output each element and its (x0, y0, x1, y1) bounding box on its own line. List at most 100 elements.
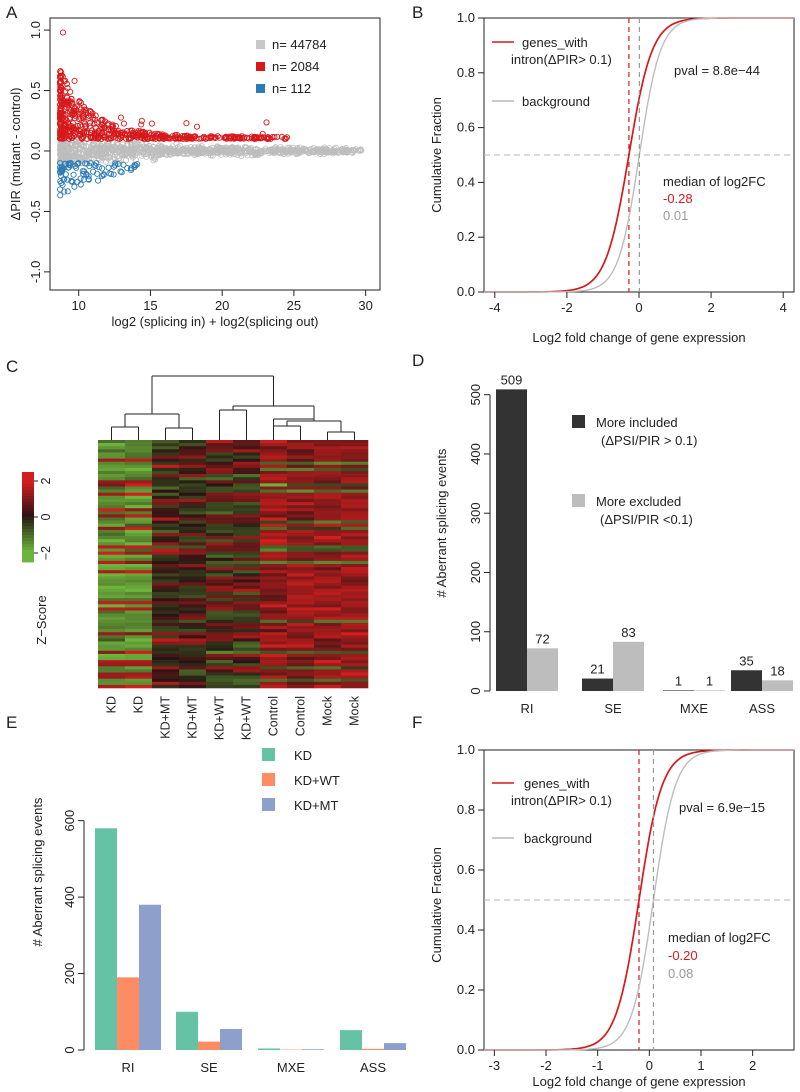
red-point (117, 114, 124, 121)
red-point (261, 134, 268, 141)
heatmap-cell (341, 520, 369, 524)
panel-label-c: C (6, 357, 18, 376)
heatmap-cell (98, 576, 126, 580)
heatmap-cell (314, 498, 342, 503)
heatmap-cell (341, 548, 369, 552)
red-point (86, 123, 93, 130)
heatmap-cell (233, 616, 261, 621)
heatmap-cell (206, 601, 234, 605)
heatmap-cell (179, 498, 207, 503)
heatmap-cell (152, 591, 180, 596)
heatmap-cell (179, 672, 207, 676)
heatmap-cell (125, 650, 153, 655)
heatmap-cell (125, 458, 153, 462)
y-tick-label: 400 (62, 886, 77, 908)
red-point (159, 133, 166, 140)
heatmap-cell (98, 557, 126, 562)
blue-point (128, 165, 135, 172)
heatmap-cell (206, 684, 234, 689)
heatmap-cell (179, 529, 207, 534)
heatmap-cell (179, 557, 207, 562)
blue-point (86, 163, 93, 170)
heatmap-cell (98, 601, 126, 605)
heatmap-cell (233, 511, 261, 515)
heatmap-cell (287, 579, 315, 583)
heatmap-cell (233, 622, 261, 627)
heatmap-cell (125, 455, 153, 459)
heatmap-cell (341, 635, 369, 639)
heatmap-cell (98, 641, 126, 645)
heatmap-cell (152, 641, 180, 645)
heatmap-cell (152, 579, 180, 583)
gray-point (76, 149, 83, 156)
heatmap-cell (152, 663, 180, 667)
heatmap-cell (125, 505, 153, 509)
heatmap-cell (260, 548, 288, 552)
gray-point (297, 148, 304, 155)
gray-point (282, 149, 289, 156)
heatmap-cell (206, 539, 234, 543)
heatmap-cell (233, 576, 261, 580)
heatmap-cell (152, 495, 180, 500)
heatmap-cell (152, 598, 180, 602)
red-point (59, 29, 66, 36)
gray-point (319, 147, 326, 154)
gray-point (227, 147, 234, 154)
a-x-tick-label: 30 (358, 298, 372, 313)
heatmap-cell (341, 529, 369, 534)
colorbar-segment (22, 535, 34, 539)
category-label: ASS (749, 701, 775, 716)
heatmap-cell (233, 545, 261, 549)
heatmap-cell (260, 440, 288, 444)
panel-f-ticks: -3 -2 -1 0 1 2 0.0 0.2 0.4 0.6 0.8 1.0 (457, 742, 756, 1073)
gray-point (159, 146, 166, 153)
heatmap-cell (314, 536, 342, 540)
heatmap-cell (314, 635, 342, 639)
red-point (258, 133, 265, 140)
gray-point (72, 151, 79, 158)
legend-swatch-gray (256, 40, 265, 49)
heatmap-cell (98, 458, 126, 462)
red-point (57, 118, 64, 126)
heatmap-cell (206, 576, 234, 580)
heatmap-cell (260, 455, 288, 459)
heatmap-cell (206, 548, 234, 552)
red-point (264, 135, 271, 142)
heatmap-cell (260, 616, 288, 621)
heatmap-cell (98, 588, 126, 593)
heatmap-cell (233, 517, 261, 521)
heatmap-cell (233, 464, 261, 469)
red-point (118, 134, 125, 141)
heatmap-cell (233, 480, 261, 484)
heatmap-cell (125, 536, 153, 540)
heatmap-cell (341, 452, 369, 456)
heatmap-cell (179, 458, 207, 462)
heatmap-cell (260, 508, 288, 512)
bar-value-label: 35 (739, 653, 753, 668)
heatmap-cell (260, 610, 288, 614)
heatmap-cell (125, 548, 153, 552)
panel-label-a: A (6, 3, 18, 22)
panel-e-y-axis-label: # Aberrant splicing events (30, 797, 45, 946)
heatmap-cell (125, 663, 153, 667)
blue-point (98, 173, 106, 180)
gray-point (300, 147, 307, 154)
heatmap-cell (287, 474, 315, 478)
colorbar-segment (22, 550, 34, 554)
gray-point (196, 150, 203, 157)
heatmap-cell (287, 480, 315, 484)
heatmap-cell (206, 647, 234, 652)
blue-point (99, 165, 106, 172)
bar-se-1 (198, 1041, 220, 1050)
heatmap-cell (152, 449, 180, 453)
gray-point (83, 143, 90, 150)
gray-point (69, 150, 76, 157)
heatmap-cell (152, 517, 180, 521)
heatmap-cell (287, 675, 315, 679)
heatmap-cell (287, 489, 315, 493)
heatmap-cell (341, 539, 369, 543)
blue-point (132, 162, 139, 169)
heatmap-cell (179, 669, 207, 673)
heatmap-cell (314, 551, 342, 555)
